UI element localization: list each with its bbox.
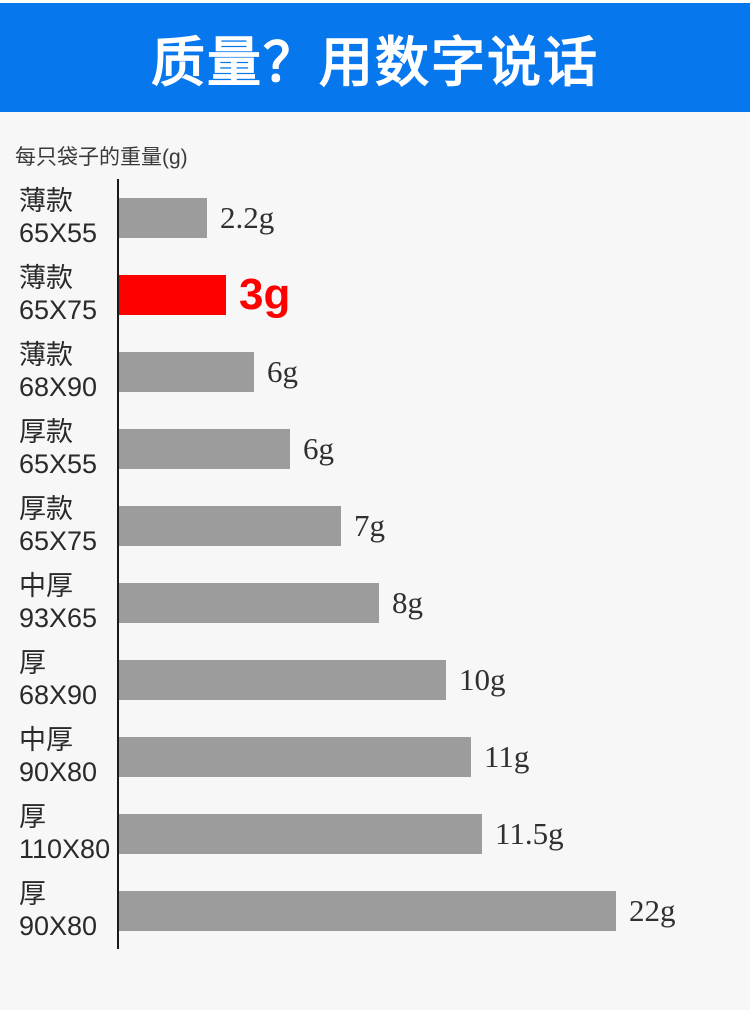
bar-value-label: 11.5g	[495, 815, 564, 851]
category-label: 厚款 65X75	[0, 487, 117, 564]
bar-value-label: 6g	[303, 430, 334, 466]
category-label: 中厚 90X80	[0, 718, 117, 795]
category-type-label: 薄款	[19, 339, 73, 370]
bar	[119, 813, 482, 854]
bar-zone: 8g	[117, 564, 750, 641]
category-type-label: 厚款	[19, 493, 73, 524]
bar	[119, 351, 254, 392]
category-size-label: 68X90	[19, 371, 98, 402]
bar-value-label: 6g	[267, 353, 298, 389]
bar-value-label: 8g	[392, 584, 423, 620]
chart-row: 厚款 65X55 6g	[0, 410, 750, 487]
category-label: 薄款 68X90	[0, 333, 117, 410]
bar-zone: 7g	[117, 487, 750, 564]
chart-row: 厚款 65X75 7g	[0, 487, 750, 564]
category-type-label: 厚款	[19, 416, 73, 447]
category-type-label: 薄款	[19, 262, 73, 293]
bar-zone: 10g	[117, 641, 750, 718]
bar-zone: 11g	[117, 718, 750, 795]
category-type-label: 薄款	[19, 185, 73, 216]
bar-zone: 6g	[117, 333, 750, 410]
bar-chart: 每只袋子的重量(g) 薄款 65X55 2.2g 薄款 65X75 3g 薄款 68X90 6g…	[0, 112, 750, 1010]
bar-value-label: 10g	[459, 661, 506, 697]
bar	[119, 659, 446, 700]
category-label: 厚 110X80	[0, 795, 117, 872]
bar-value-label: 2.2g	[220, 199, 275, 235]
bar	[119, 736, 471, 777]
chart-row: 薄款 65X55 2.2g	[0, 179, 750, 256]
chart-row: 厚 110X80 11.5g	[0, 795, 750, 872]
category-size-label: 90X80	[19, 756, 98, 787]
category-size-label: 65X75	[19, 294, 98, 325]
category-size-label: 65X55	[19, 217, 98, 248]
bar-zone: 22g	[117, 872, 750, 949]
chart-row: 厚 90X80 22g	[0, 872, 750, 949]
category-label: 厚 90X80	[0, 872, 117, 949]
bar-value-label: 3g	[239, 269, 291, 319]
category-size-label: 68X90	[19, 679, 98, 710]
bar-zone: 6g	[117, 410, 750, 487]
bar-zone: 11.5g	[117, 795, 750, 872]
bar	[119, 505, 341, 546]
category-type-label: 厚	[19, 801, 46, 832]
category-size-label: 65X55	[19, 448, 98, 479]
category-label: 薄款 65X55	[0, 179, 117, 256]
chart-row: 薄款 65X75 3g	[0, 256, 750, 333]
bar-highlight	[119, 274, 226, 315]
category-label: 中厚 93X65	[0, 564, 117, 641]
category-type-label: 中厚	[19, 724, 73, 755]
chart-rows: 薄款 65X55 2.2g 薄款 65X75 3g 薄款 68X90 6g 厚款 65X55 6g 厚款…	[0, 179, 750, 949]
category-type-label: 厚	[19, 878, 46, 909]
category-size-label: 93X65	[19, 602, 98, 633]
page-title: 质量？用数字说话	[151, 33, 599, 93]
chart-row: 中厚 93X65 8g	[0, 564, 750, 641]
bar	[119, 582, 379, 623]
bar-value-label: 7g	[354, 507, 385, 543]
category-type-label: 厚	[19, 647, 46, 678]
header-banner: 质量？用数字说话	[0, 3, 750, 112]
chart-row: 厚 68X90 10g	[0, 641, 750, 718]
bar	[119, 197, 207, 238]
category-label: 厚 68X90	[0, 641, 117, 718]
category-type-label: 中厚	[19, 570, 73, 601]
category-size-label: 110X80	[19, 833, 111, 864]
category-size-label: 90X80	[19, 910, 98, 941]
bar-zone: 2.2g	[117, 179, 750, 256]
category-label: 薄款 65X75	[0, 256, 117, 333]
category-label: 厚款 65X55	[0, 410, 117, 487]
bar-value-label: 22g	[629, 892, 676, 928]
bar-value-label: 11g	[484, 738, 530, 774]
chart-axis-label: 每只袋子的重量(g)	[15, 146, 188, 169]
chart-row: 薄款 68X90 6g	[0, 333, 750, 410]
bar	[119, 428, 290, 469]
chart-row: 中厚 90X80 11g	[0, 718, 750, 795]
bar	[119, 890, 616, 931]
bar-zone: 3g	[117, 256, 750, 333]
category-size-label: 65X75	[19, 525, 98, 556]
